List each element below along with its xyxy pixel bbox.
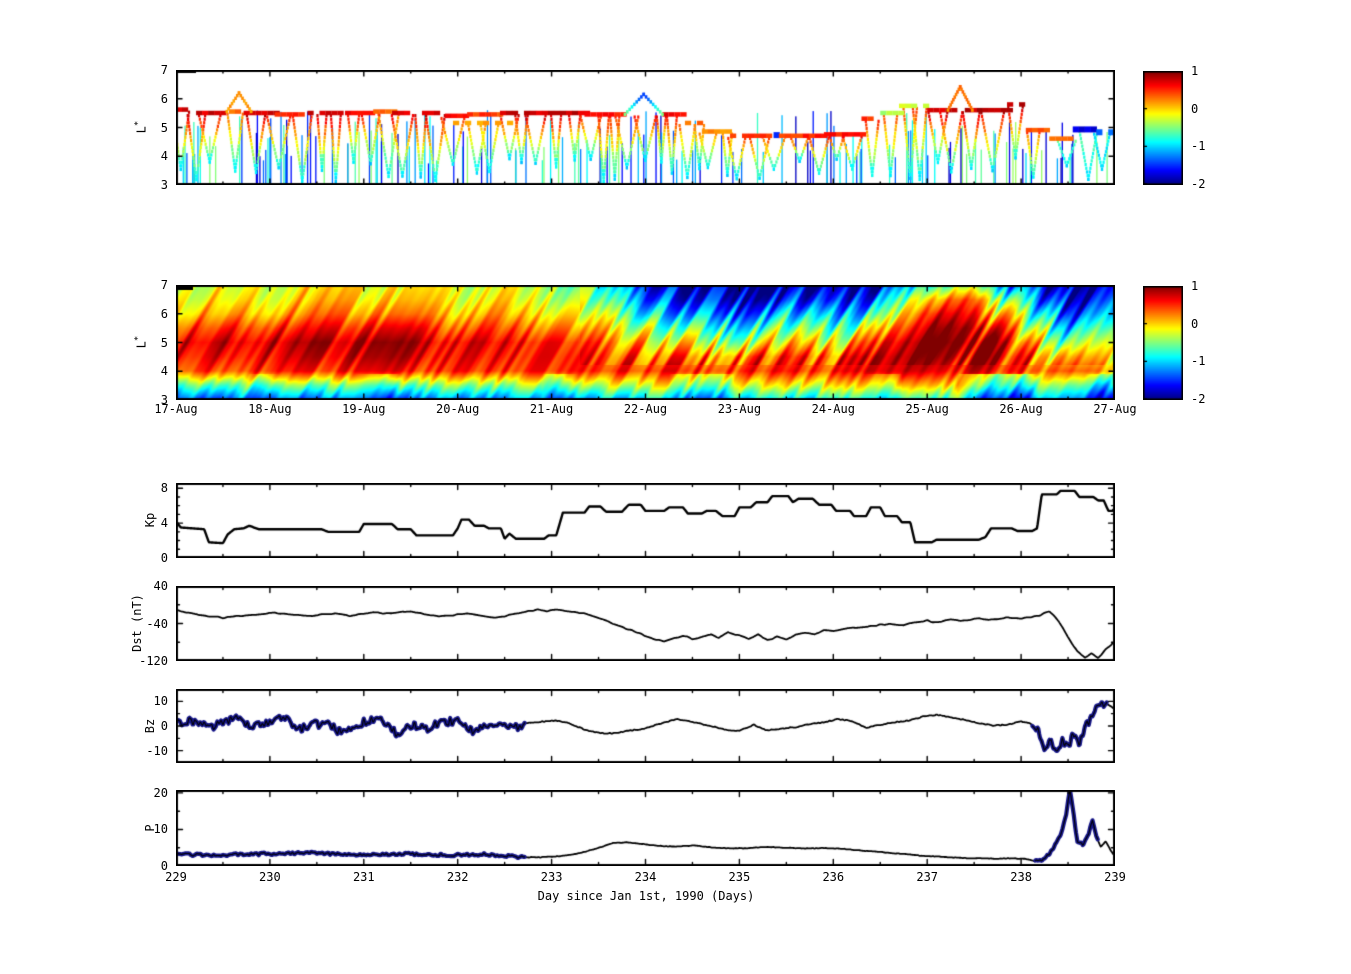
- psd_top-y-tick-label: 4: [160, 149, 168, 164]
- day-tick-label: 231: [352, 870, 375, 884]
- bz-plot: [176, 689, 1115, 763]
- kp-y-tick-label: 4: [160, 516, 168, 531]
- day-tick-label: 235: [728, 870, 751, 884]
- psd_top-y-tick-label: 6: [160, 91, 168, 106]
- date-tick-label: 26-Aug: [999, 402, 1043, 416]
- psd_top-y-tick-label: 7: [160, 63, 168, 77]
- kp-y-tick-label: 8: [160, 481, 168, 496]
- day-tick-label: 236: [822, 870, 845, 884]
- psd_bottom-y-tick-label: 3: [160, 393, 168, 407]
- date-tick-label: 18-Aug: [248, 402, 292, 416]
- date-tick-label: 21-Aug: [529, 402, 574, 416]
- date-tick-label: 17-Aug: [154, 402, 198, 416]
- kp-plot: [176, 483, 1115, 558]
- dst-y-tick-label: -120: [139, 654, 168, 668]
- day-tick-label: 234: [634, 870, 657, 884]
- psd-bottom-plot: [176, 285, 1115, 400]
- psd_bottom-y-tick-label: 6: [160, 306, 168, 321]
- date-tick-label: 25-Aug: [905, 402, 949, 416]
- date-tick-label: 20-Aug: [436, 402, 480, 416]
- bz-y-tick-label: 10: [153, 694, 168, 709]
- date-tick-label: 22-Aug: [623, 402, 668, 416]
- bz-y-tick-label: 0: [160, 719, 168, 733]
- day-tick-label: 229: [165, 870, 187, 884]
- day-tick-label: 239: [1104, 870, 1126, 884]
- date-tick-label: 23-Aug: [717, 402, 762, 416]
- dst-y-tick-label: -40: [146, 616, 168, 631]
- colorbar-bottom: [1143, 286, 1183, 400]
- p-y-tick-label: 10: [153, 822, 168, 837]
- day-tick-label: 237: [916, 870, 939, 884]
- colorbar-tick-label: -1: [1191, 139, 1206, 154]
- colorbar-tick-label: 0: [1191, 101, 1199, 116]
- colorbar-tick-label: 1: [1191, 64, 1199, 78]
- dst-y-tick-label: 40: [153, 579, 168, 593]
- p-y-tick-label: 0: [160, 859, 168, 873]
- date-tick-label: 19-Aug: [342, 402, 386, 416]
- colorbar-tick-label: -1: [1191, 354, 1206, 369]
- day-tick-label: 233: [540, 870, 563, 884]
- p-y-tick-label: 20: [153, 785, 168, 800]
- psd-top-plot: [176, 70, 1115, 185]
- p-plot: [176, 790, 1115, 866]
- psd_top-y-tick-label: 5: [160, 120, 168, 135]
- colorbar-tick-label: 1: [1191, 279, 1199, 293]
- date-tick-label: 27-Aug: [1093, 402, 1137, 416]
- kp-y-tick-label: 0: [160, 551, 168, 565]
- day-tick-label: 230: [259, 870, 281, 884]
- colorbar-top: [1143, 71, 1183, 185]
- colorbar-tick-label: -2: [1191, 177, 1206, 191]
- bz-y-tick-label: -10: [146, 743, 168, 758]
- psd_bottom-y-tick-label: 5: [160, 335, 168, 350]
- psd_top-y-tick-label: 3: [160, 178, 168, 192]
- day-tick-label: 232: [446, 870, 469, 884]
- psd_bottom-y-tick-label: 7: [160, 278, 168, 292]
- psd_bottom-y-tick-label: 4: [160, 364, 168, 379]
- colorbar-tick-label: 0: [1191, 316, 1199, 331]
- x-axis-label: Day since Jan 1st, 1990 (Days): [537, 889, 755, 903]
- day-tick-label: 238: [1010, 870, 1032, 884]
- date-tick-label: 24-Aug: [811, 402, 855, 416]
- dst-plot: [176, 586, 1115, 661]
- colorbar-tick-label: -2: [1191, 392, 1206, 406]
